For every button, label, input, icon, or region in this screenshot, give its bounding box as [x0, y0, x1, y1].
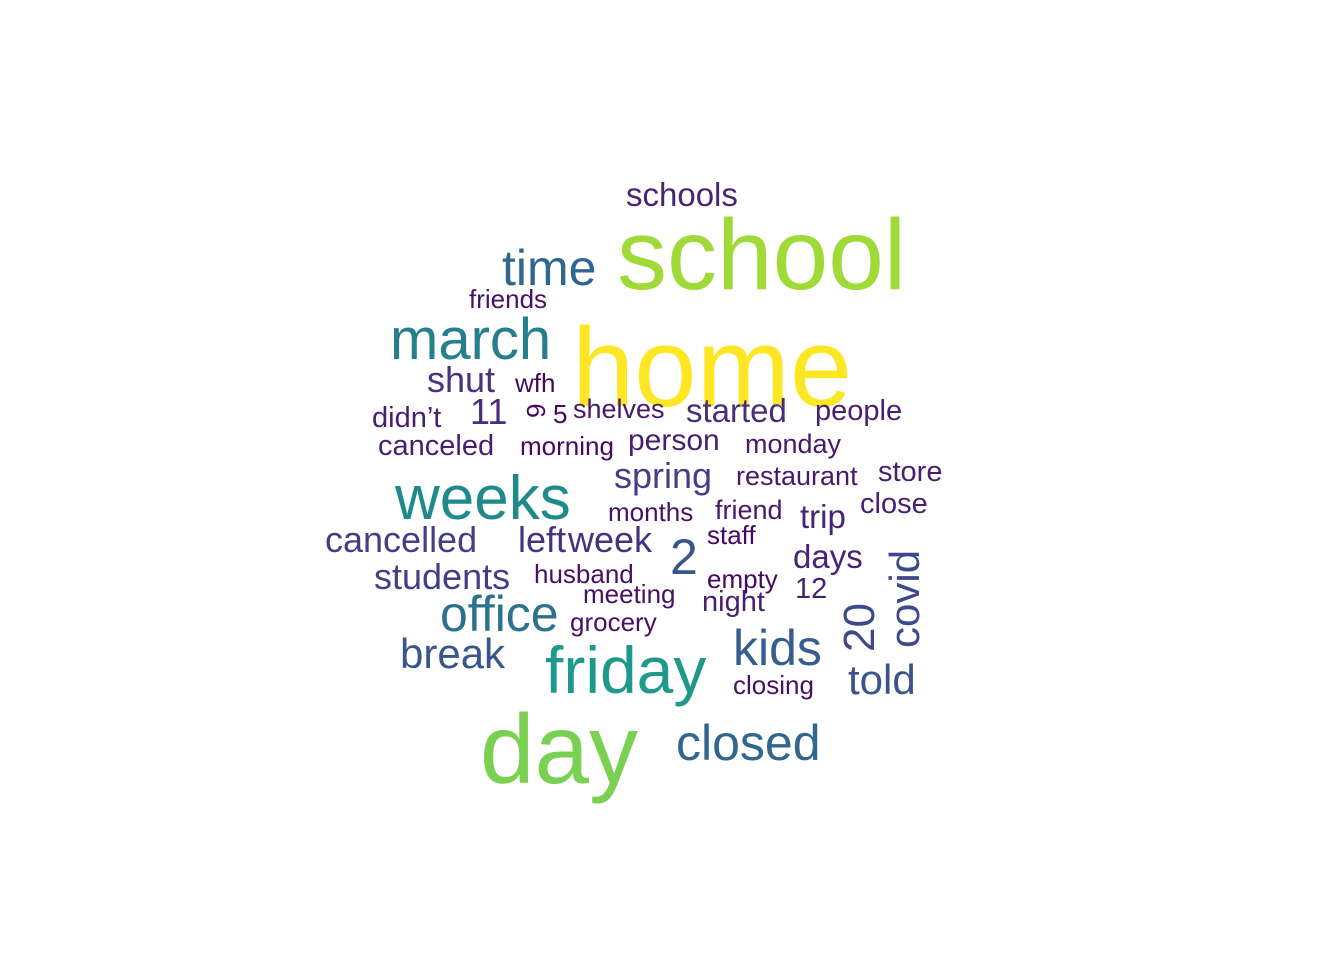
- word-didn-t: didn’t: [372, 402, 442, 434]
- word-march: march: [390, 307, 552, 372]
- word-left: left: [518, 519, 567, 560]
- word-months: months: [608, 497, 694, 527]
- word-staff: staff: [707, 520, 756, 550]
- word-cancelled: cancelled: [325, 519, 478, 560]
- word-restaurant: restaurant: [736, 461, 858, 491]
- word-monday: monday: [745, 429, 842, 459]
- word-wfh: wfh: [515, 368, 556, 398]
- word-trip: trip: [800, 498, 846, 535]
- word-person: person: [628, 424, 720, 457]
- word-20: 20: [835, 603, 884, 652]
- word-close: close: [860, 488, 928, 520]
- word-9: 9: [521, 403, 551, 418]
- word-store: store: [878, 456, 943, 488]
- word-day: day: [480, 694, 639, 804]
- word-weeks: weeks: [395, 464, 571, 533]
- word-meeting: meeting: [583, 579, 676, 609]
- word-husband: husband: [534, 559, 634, 589]
- word-people: people: [815, 395, 903, 427]
- word-started: started: [686, 392, 787, 429]
- word-kids: kids: [733, 620, 822, 676]
- word-spring: spring: [614, 455, 713, 496]
- word-told: told: [848, 656, 916, 703]
- word-12: 12: [795, 573, 828, 605]
- word-students: students: [374, 556, 511, 597]
- word-closing: closing: [733, 670, 814, 700]
- word-friends: friends: [469, 284, 548, 314]
- word-break: break: [400, 630, 506, 677]
- word-11: 11: [470, 391, 508, 432]
- word-friend: friend: [715, 495, 783, 525]
- word-night: night: [702, 586, 765, 618]
- word-2: 2: [670, 529, 698, 585]
- word-covid: covid: [881, 549, 928, 648]
- word-shelves: shelves: [573, 394, 665, 424]
- word-5: 5: [553, 399, 568, 429]
- word-home: home: [572, 305, 853, 430]
- word-morning: morning: [520, 431, 614, 461]
- word-time: time: [502, 240, 597, 296]
- word-canceled: canceled: [378, 430, 495, 462]
- word-office: office: [440, 586, 559, 642]
- word-empty: empty: [707, 564, 778, 594]
- word-closed: closed: [676, 715, 821, 771]
- word-shut: shut: [427, 359, 496, 400]
- word-school: school: [617, 199, 907, 311]
- word-grocery: grocery: [570, 607, 657, 637]
- word-days: days: [793, 538, 863, 575]
- word-friday: friday: [545, 633, 707, 707]
- word-schools: schools: [626, 176, 738, 213]
- word-week: week: [568, 519, 653, 560]
